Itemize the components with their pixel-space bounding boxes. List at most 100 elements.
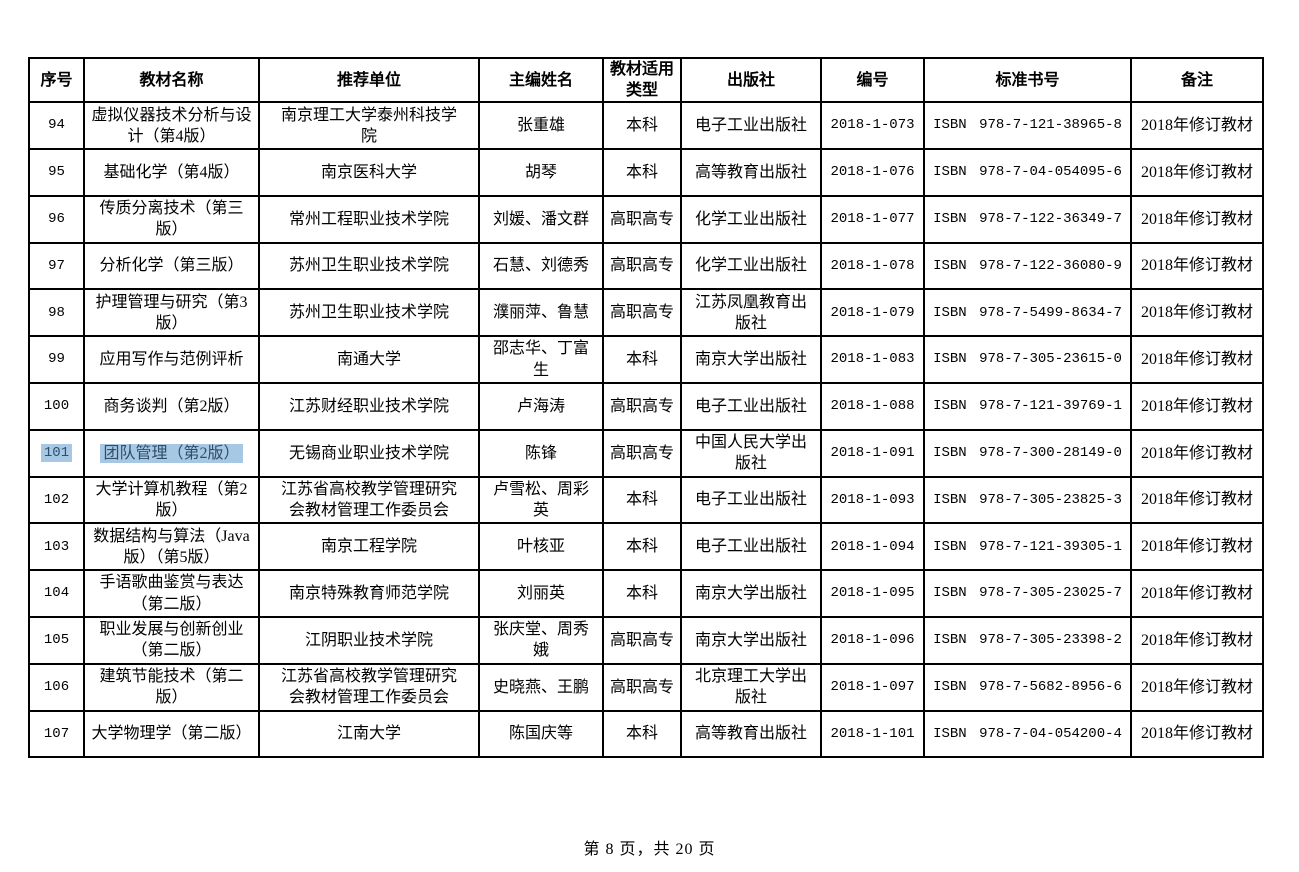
column-header-applicable-type: 教材适用类型 — [602, 56, 682, 104]
publisher-cell: 电子工业出版社 — [680, 522, 822, 572]
remark-cell: 2018年修订教材 — [1130, 241, 1264, 291]
column-header-recommending-unit: 推荐单位 — [258, 56, 480, 104]
chief-editor-cell: 张重雄 — [478, 101, 604, 151]
remark-cell: 2018年修订教材 — [1130, 522, 1264, 572]
recommending-unit-cell: 南京医科大学 — [258, 148, 480, 197]
remark-cell: 2018年修订教材 — [1130, 428, 1264, 478]
isbn-cell: ISBN 978-7-122-36349-7 — [923, 194, 1132, 244]
publisher-cell: 化学工业出版社 — [680, 194, 822, 244]
recommending-unit-cell: 江苏省高校教学管理研究会教材管理工作委员会 — [258, 475, 480, 525]
table-row: 105 职业发展与创新创业（第二版） 江阴职业技术学院 张庆堂、周秀娥 高职高专 南京大学… — [28, 615, 1264, 665]
applicable-type-cell: 高职高专 — [602, 382, 682, 431]
applicable-type-cell: 本科 — [602, 335, 682, 384]
table-row: 96 传质分离技术（第三版） 常州工程职业技术学院 刘媛、潘文群 高职高专 化学工业出版社… — [28, 194, 1264, 244]
table-row: 103 数据结构与算法（Java版）（第5版） 南京工程学院 叶核亚 本科 电子工业出版社… — [28, 522, 1264, 572]
table-body: 94 虚拟仪器技术分析与设计（第4版） 南京理工大学泰州科技学院 张重雄 本科 电子工业出… — [28, 101, 1264, 759]
textbook-name-cell: 虚拟仪器技术分析与设计（第4版） — [83, 101, 260, 151]
row-number-cell: 107 — [28, 709, 85, 759]
row-number-cell: 103 — [28, 522, 85, 572]
row-number-cell: 104 — [28, 569, 85, 618]
applicable-type-cell: 本科 — [602, 101, 682, 151]
remark-cell: 2018年修订教材 — [1130, 615, 1264, 665]
chief-editor-cell: 胡琴 — [478, 148, 604, 197]
row-number-cell: 98 — [28, 288, 85, 338]
table-row: 101 团队管理（第2版） 无锡商业职业技术学院 陈锋 高职高专 中国人民大学出版社 201… — [28, 428, 1264, 478]
serial-code-cell: 2018-1-093 — [820, 475, 925, 525]
textbook-name-cell: 团队管理（第2版） — [83, 428, 260, 478]
serial-code-cell: 2018-1-095 — [820, 569, 925, 618]
recommending-unit-cell: 南京特殊教育师范学院 — [258, 569, 480, 618]
column-header-publisher: 出版社 — [680, 56, 822, 104]
table-row: 102 大学计算机教程（第2版） 江苏省高校教学管理研究会教材管理工作委员会 卢雪松、… — [28, 475, 1264, 525]
isbn-cell: ISBN 978-7-305-23615-0 — [923, 335, 1132, 384]
isbn-cell: ISBN 978-7-122-36080-9 — [923, 241, 1132, 291]
isbn-cell: ISBN 978-7-300-28149-0 — [923, 428, 1132, 478]
publisher-cell: 化学工业出版社 — [680, 241, 822, 291]
serial-code-cell: 2018-1-097 — [820, 662, 925, 712]
recommending-unit-cell: 江阴职业技术学院 — [258, 615, 480, 665]
textbook-name-cell: 护理管理与研究（第3版） — [83, 288, 260, 338]
applicable-type-cell: 高职高专 — [602, 615, 682, 665]
applicable-type-cell: 本科 — [602, 148, 682, 197]
serial-code-cell: 2018-1-088 — [820, 382, 925, 431]
publisher-cell: 中国人民大学出版社 — [680, 428, 822, 478]
table-row: 104 手语歌曲鉴赏与表达（第二版） 南京特殊教育师范学院 刘丽英 本科 南京大学出版社 2… — [28, 569, 1264, 618]
chief-editor-cell: 陈国庆等 — [478, 709, 604, 759]
textbook-name-cell: 分析化学（第三版） — [83, 241, 260, 291]
recommending-unit-cell: 常州工程职业技术学院 — [258, 194, 480, 244]
column-header-remark: 备注 — [1130, 56, 1264, 104]
recommending-unit-cell: 苏州卫生职业技术学院 — [258, 288, 480, 338]
column-header-code: 编号 — [820, 56, 925, 104]
column-header-textbook-name: 教材名称 — [83, 56, 260, 104]
textbook-name-cell: 传质分离技术（第三版） — [83, 194, 260, 244]
remark-cell: 2018年修订教材 — [1130, 148, 1264, 197]
header-row: 序号 教材名称 推荐单位 主编姓名 教材适用类型 出版社 编号 标准书号 备注 — [28, 56, 1264, 104]
row-number-cell: 97 — [28, 241, 85, 291]
textbook-name-cell: 数据结构与算法（Java版）（第5版） — [83, 522, 260, 572]
isbn-cell: ISBN 978-7-04-054095-6 — [923, 148, 1132, 197]
table-row: 100 商务谈判（第2版） 江苏财经职业技术学院 卢海涛 高职高专 电子工业出版社 2018… — [28, 382, 1264, 431]
textbook-table: 序号 教材名称 推荐单位 主编姓名 教材适用类型 出版社 编号 标准书号 备注 … — [28, 56, 1264, 759]
applicable-type-cell: 本科 — [602, 522, 682, 572]
textbook-name-cell: 应用写作与范例评析 — [83, 335, 260, 384]
recommending-unit-cell: 南京工程学院 — [258, 522, 480, 572]
textbook-name-cell: 建筑节能技术（第二版） — [83, 662, 260, 712]
isbn-cell: ISBN 978-7-305-23398-2 — [923, 615, 1132, 665]
chief-editor-cell: 卢海涛 — [478, 382, 604, 431]
applicable-type-cell: 高职高专 — [602, 428, 682, 478]
row-number-cell: 96 — [28, 194, 85, 244]
publisher-cell: 高等教育出版社 — [680, 148, 822, 197]
row-number-cell: 100 — [28, 382, 85, 431]
chief-editor-cell: 石慧、刘德秀 — [478, 241, 604, 291]
remark-cell: 2018年修订教材 — [1130, 288, 1264, 338]
page-number-footer: 第 8 页，共 20 页 — [583, 841, 716, 858]
selected-textbook-name-text: 团队管理（第2版） — [100, 443, 243, 463]
table-row: 97 分析化学（第三版） 苏州卫生职业技术学院 石慧、刘德秀 高职高专 化学工业出版社 20… — [28, 241, 1264, 291]
serial-code-cell: 2018-1-076 — [820, 148, 925, 197]
isbn-cell: ISBN 978-7-305-23025-7 — [923, 569, 1132, 618]
remark-cell: 2018年修订教材 — [1130, 382, 1264, 431]
textbook-name-cell: 职业发展与创新创业（第二版） — [83, 615, 260, 665]
chief-editor-cell: 濮丽萍、鲁慧 — [478, 288, 604, 338]
column-header-chief-editor: 主编姓名 — [478, 56, 604, 104]
textbook-name-cell: 基础化学（第4版） — [83, 148, 260, 197]
chief-editor-cell: 史晓燕、王鹏 — [478, 662, 604, 712]
remark-cell: 2018年修订教材 — [1130, 709, 1264, 759]
recommending-unit-cell: 南通大学 — [258, 335, 480, 384]
textbook-name-cell: 手语歌曲鉴赏与表达（第二版） — [83, 569, 260, 618]
textbook-name-cell: 大学物理学（第二版） — [83, 709, 260, 759]
isbn-cell: ISBN 978-7-5499-8634-7 — [923, 288, 1132, 338]
table-row: 106 建筑节能技术（第二版） 江苏省高校教学管理研究会教材管理工作委员会 史晓燕、王… — [28, 662, 1264, 712]
publisher-cell: 南京大学出版社 — [680, 615, 822, 665]
column-header-serial-number: 序号 — [28, 56, 85, 104]
isbn-cell: ISBN 978-7-121-38965-8 — [923, 101, 1132, 151]
publisher-cell: 电子工业出版社 — [680, 101, 822, 151]
applicable-type-cell: 本科 — [602, 569, 682, 618]
serial-code-cell: 2018-1-096 — [820, 615, 925, 665]
row-number-cell: 105 — [28, 615, 85, 665]
recommending-unit-cell: 江苏财经职业技术学院 — [258, 382, 480, 431]
remark-cell: 2018年修订教材 — [1130, 569, 1264, 618]
chief-editor-cell: 叶核亚 — [478, 522, 604, 572]
textbook-name-cell: 商务谈判（第2版） — [83, 382, 260, 431]
